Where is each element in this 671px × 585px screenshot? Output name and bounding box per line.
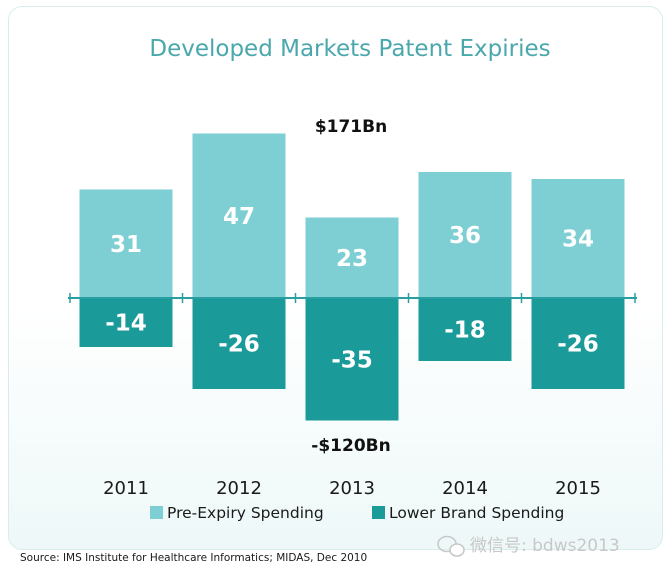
year-label-2012: 2012 — [216, 478, 262, 499]
bar-lower-brand-2011 — [79, 298, 173, 347]
bar-pre-expiry-2014 — [418, 172, 512, 298]
value-label-pre-expiry-2012: 47 — [223, 204, 255, 230]
legend: Pre-Expiry Spending Lower Brand Spending — [150, 504, 564, 522]
wechat-icon — [437, 535, 465, 557]
year-label-2011: 2011 — [103, 478, 149, 499]
value-label-lower-brand-2011: -14 — [105, 311, 147, 337]
value-label-pre-expiry-2015: 34 — [562, 227, 594, 253]
legend-label-pre-expiry: Pre-Expiry Spending — [167, 504, 324, 522]
watermark-text: 微信号: bdws2013 — [470, 536, 620, 556]
year-label-2015: 2015 — [555, 478, 601, 499]
bar-lower-brand-2014 — [418, 298, 512, 361]
value-label-lower-brand-2014: -18 — [444, 318, 486, 344]
bars-group: 31 -14 47 -26 23 -35 36 -18 34 -26 — [79, 133, 625, 421]
year-label-2014: 2014 — [442, 478, 488, 499]
chart-title: Developed Markets Patent Expiries — [149, 36, 550, 62]
bar-lower-brand-2012 — [192, 298, 286, 389]
bar-pre-expiry-2011 — [79, 189, 173, 298]
bar-pre-expiry-2015 — [531, 179, 625, 298]
value-label-pre-expiry-2013: 23 — [336, 246, 368, 272]
value-label-lower-brand-2013: -35 — [331, 347, 373, 373]
legend-swatch-lower-brand — [372, 506, 385, 519]
value-label-lower-brand-2012: -26 — [218, 332, 260, 358]
bottom-total-annotation: -$120Bn — [311, 436, 390, 456]
bar-pre-expiry-2013 — [305, 217, 399, 298]
baseline-ticks — [69, 293, 636, 303]
watermark: 微信号: bdws2013 — [437, 535, 620, 557]
bar-lower-brand-2015 — [531, 298, 625, 389]
value-label-pre-expiry-2011: 31 — [110, 232, 142, 258]
legend-label-lower-brand: Lower Brand Spending — [389, 504, 564, 522]
bar-pre-expiry-2012 — [192, 133, 286, 298]
year-labels: 2011 2012 2013 2014 2015 — [103, 478, 601, 499]
value-label-lower-brand-2015: -26 — [557, 332, 599, 358]
top-total-annotation: $171Bn — [315, 117, 387, 137]
source-note: Source: IMS Institute for Healthcare Inf… — [20, 552, 367, 564]
year-label-2013: 2013 — [329, 478, 375, 499]
legend-swatch-pre-expiry — [150, 506, 163, 519]
value-label-pre-expiry-2014: 36 — [449, 223, 481, 249]
bar-lower-brand-2013 — [305, 298, 399, 421]
